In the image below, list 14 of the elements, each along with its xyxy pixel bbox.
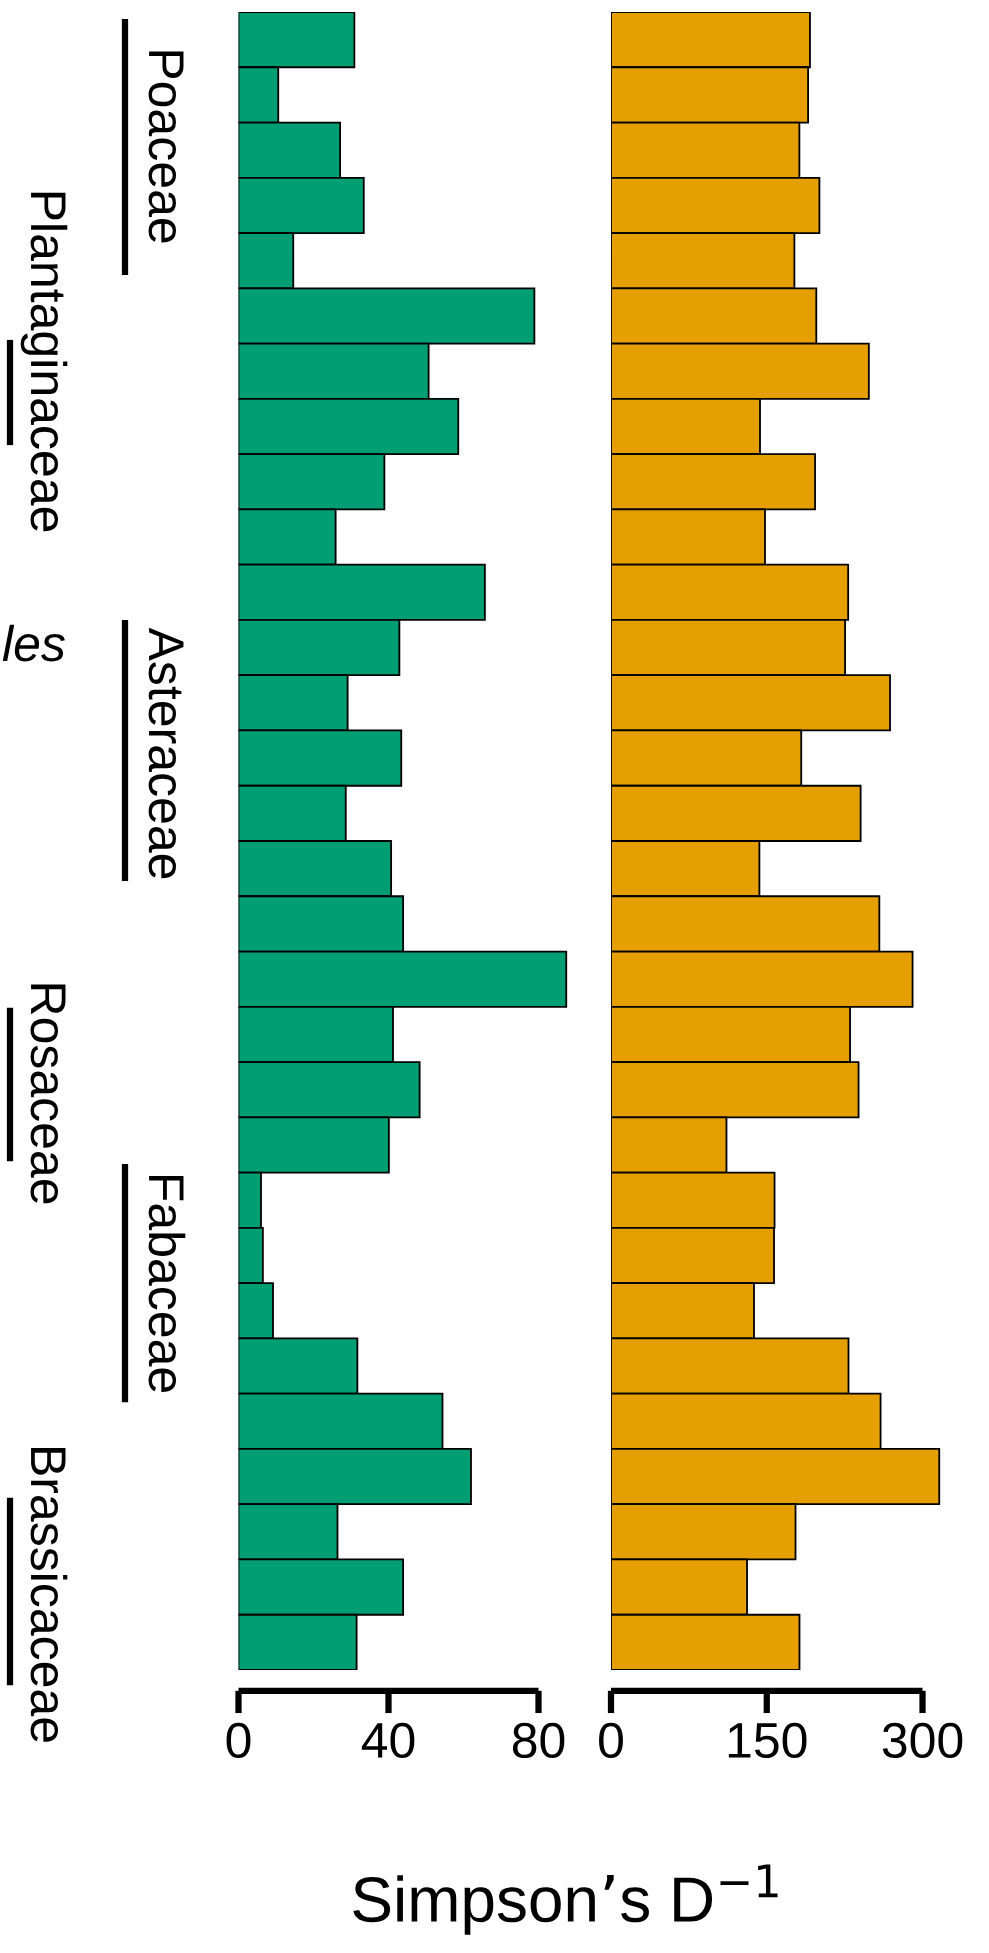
x-tick-label: 0 xyxy=(226,1722,251,1759)
text: Fabaceae xyxy=(148,1175,186,1392)
text: Rosaceae xyxy=(30,984,66,1204)
text: Plantaginaceae xyxy=(20,192,68,532)
text: Poaceae xyxy=(148,51,184,243)
x-tick-label: 300 xyxy=(882,1722,963,1759)
text: Brassicaceae xyxy=(30,1448,68,1742)
x-tick-label: 0 xyxy=(599,1722,623,1759)
x-axis-title: Simpson’s D$^{−1}$ xyxy=(353,1864,778,1935)
text: Asteraceae xyxy=(148,627,184,879)
x-tick-label: 150 xyxy=(728,1722,807,1759)
text: les xyxy=(2,624,65,662)
x-tick-label: 40 xyxy=(361,1722,415,1759)
x-tick-label: 80 xyxy=(512,1722,565,1759)
